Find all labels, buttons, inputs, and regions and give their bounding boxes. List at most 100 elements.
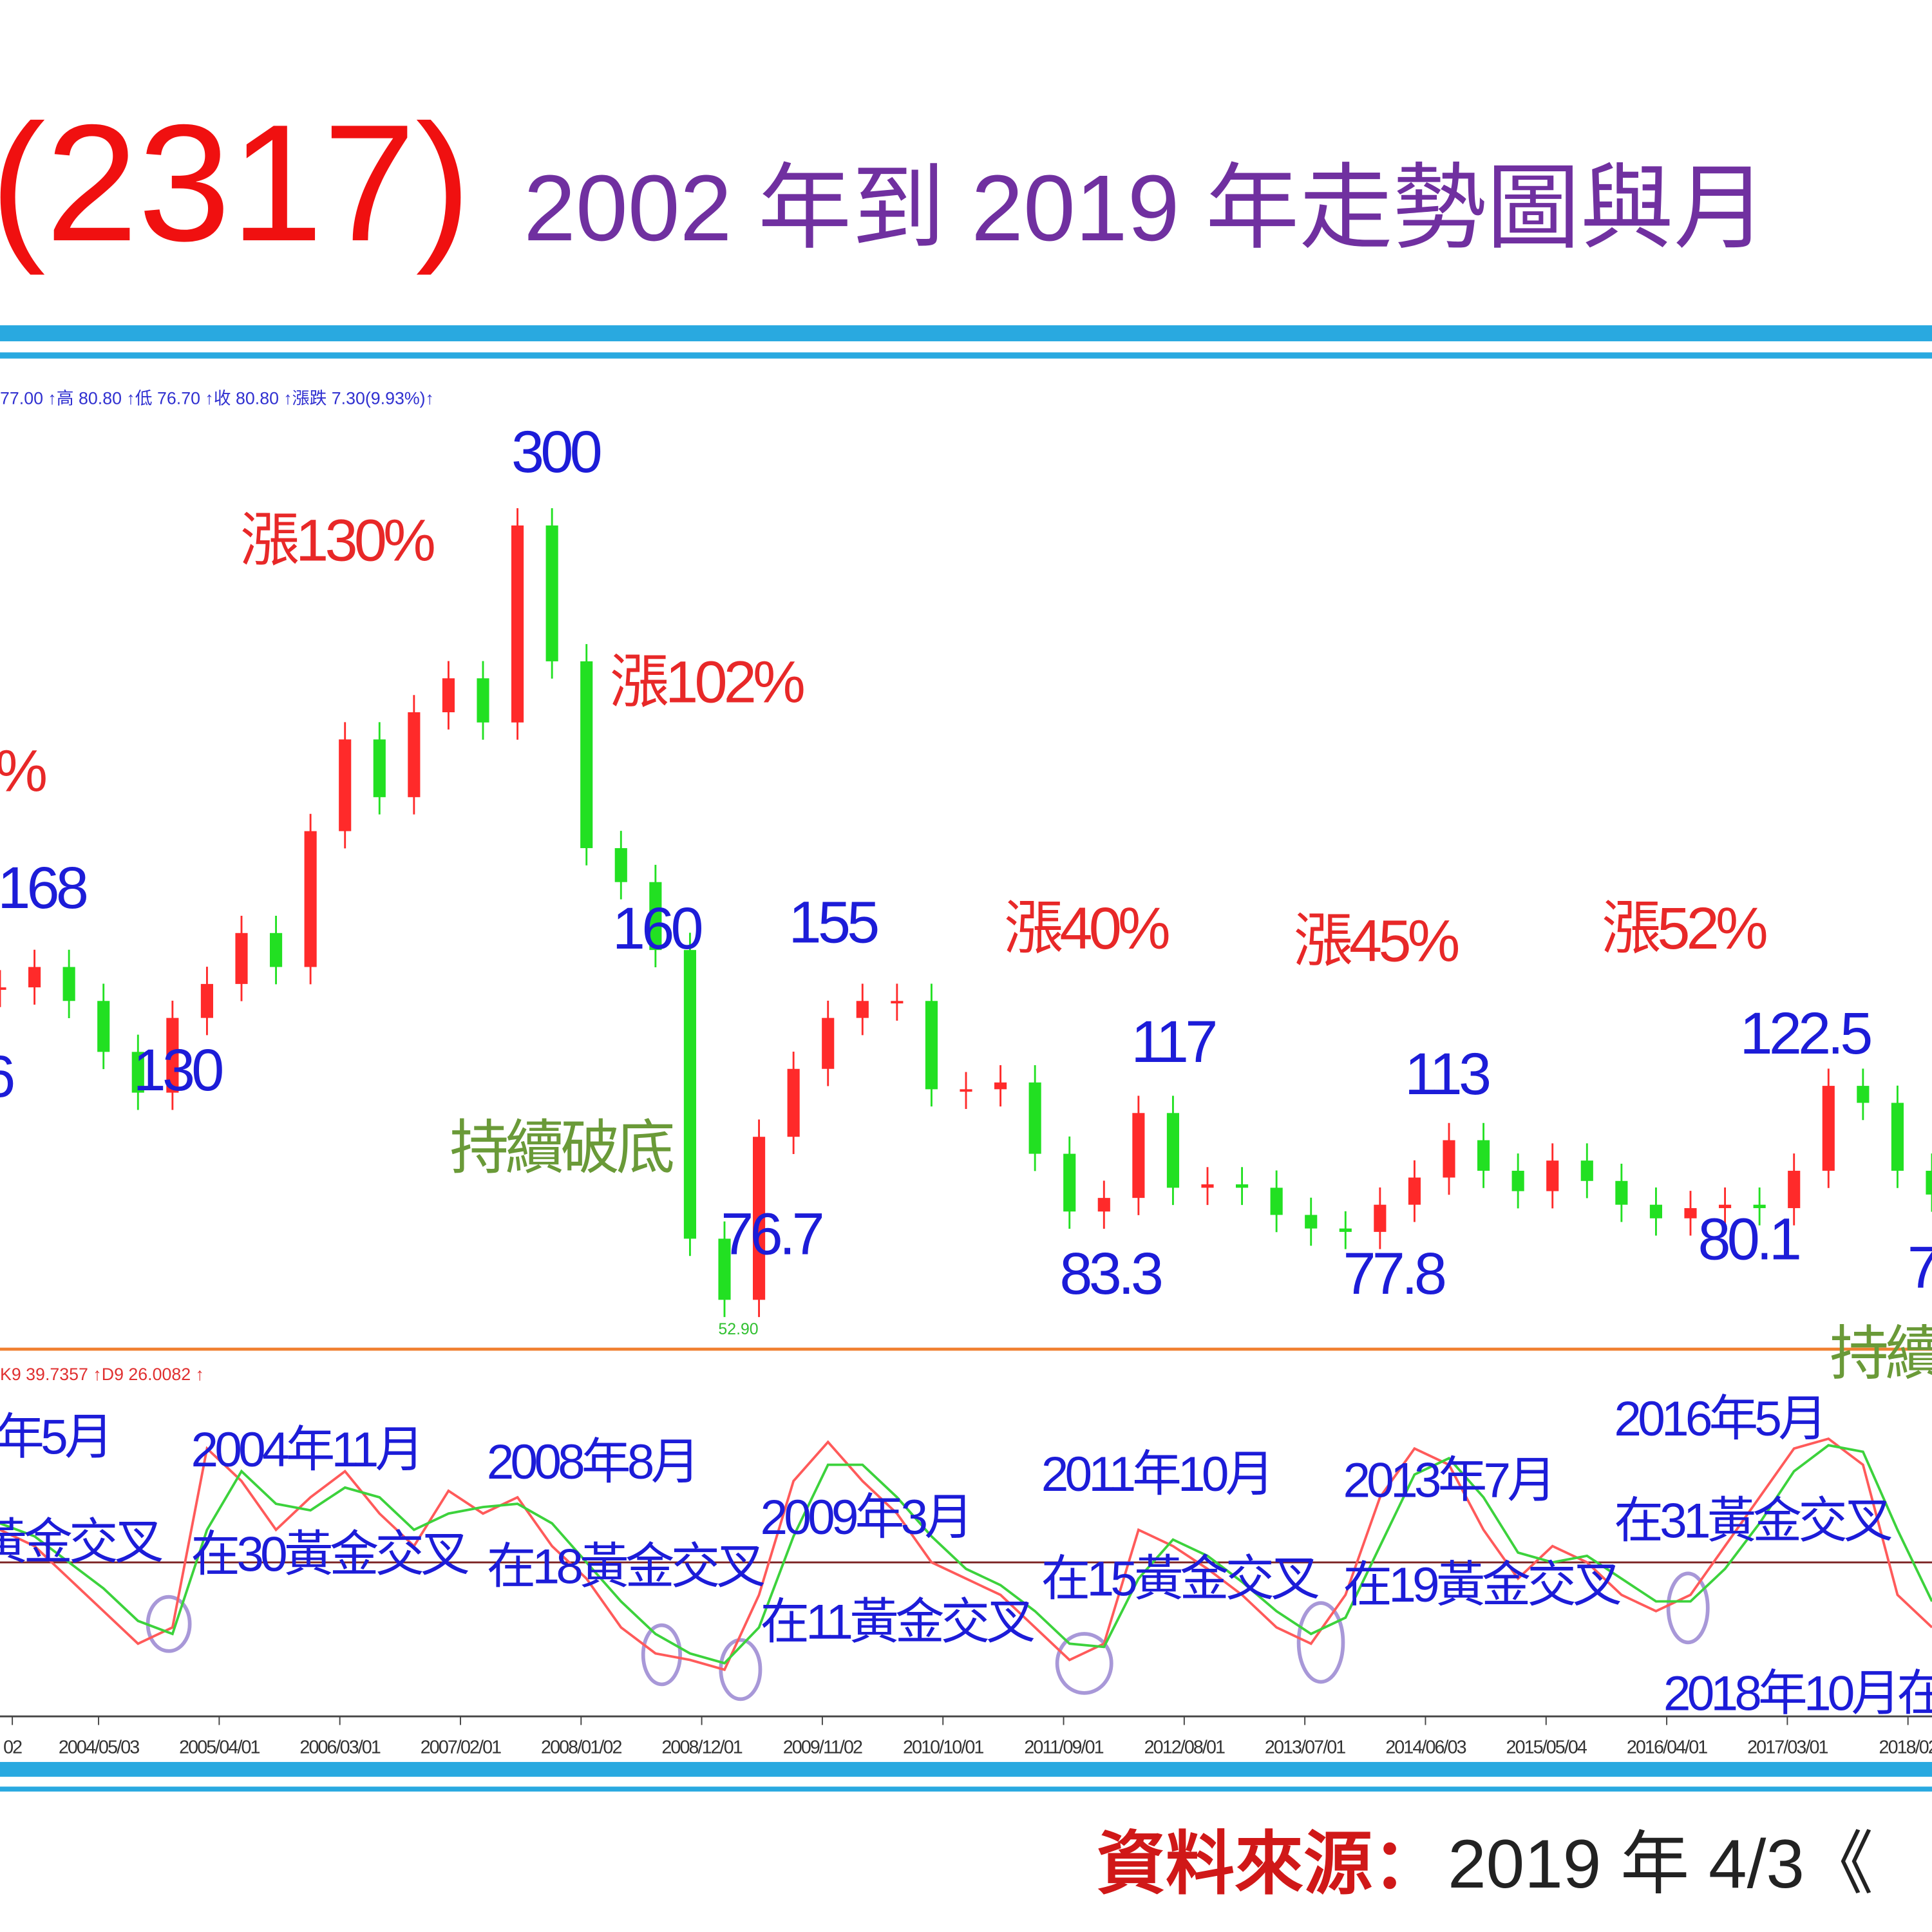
candle — [97, 1001, 110, 1052]
info-bar: 77.00 ↑高 80.80 ↑低 76.70 ↑收 80.80 ↑漲跌 7.3… — [0, 389, 434, 408]
annotation: 在19黃金交叉 — [1343, 1558, 1620, 1613]
x-tick-label: 2007/02/01 — [421, 1738, 501, 1758]
title-code: (2317) — [0, 90, 471, 277]
candle — [1166, 1113, 1179, 1188]
candle — [166, 1018, 179, 1093]
candle — [683, 950, 696, 1239]
circle — [146, 1595, 192, 1653]
candle — [235, 933, 248, 984]
top-bar-thin — [0, 352, 1932, 359]
candle — [1649, 1204, 1662, 1218]
candle — [28, 967, 41, 988]
annotation: 2011年10月 — [1041, 1447, 1271, 1502]
top-bar — [0, 325, 1932, 341]
annotation: 2004年11月 — [191, 1423, 421, 1477]
candle — [1443, 1140, 1455, 1178]
annotation: 160 — [612, 896, 702, 961]
x-tick-label: 2009/11/02 — [783, 1738, 862, 1758]
candle — [1788, 1170, 1801, 1208]
annotation: 在11黃金交叉 — [760, 1595, 1034, 1650]
candle — [1857, 1086, 1870, 1103]
candle — [1305, 1215, 1318, 1229]
annotation: 黃金交叉 — [0, 1515, 162, 1569]
kd-info: K9 39.7357 ↑D9 26.0082 ↑ — [0, 1365, 204, 1384]
candle — [1408, 1177, 1421, 1205]
title: 2002 年到 2019 年走勢圖與月 — [524, 155, 1767, 260]
candle — [1684, 1208, 1697, 1218]
candle — [1339, 1228, 1352, 1232]
candle — [1891, 1103, 1904, 1171]
candle — [1580, 1160, 1593, 1181]
annotation: 2009年3月 — [760, 1490, 970, 1545]
low-label: 52.90 — [718, 1320, 758, 1338]
annotation: 168 — [0, 855, 87, 921]
annotation: 漲130% — [240, 508, 434, 574]
x-tick-label: 2005/04/01 — [179, 1738, 260, 1758]
candle — [477, 678, 489, 723]
candle — [1270, 1188, 1283, 1215]
x-tick-label: 2006/03/01 — [299, 1738, 380, 1758]
kd-line — [0, 1444, 1932, 1665]
x-tick-label: 2014/06/03 — [1385, 1738, 1466, 1758]
candle — [1926, 1170, 1932, 1195]
x-tick-label: 2010/10/01 — [903, 1738, 983, 1758]
candle — [1477, 1140, 1490, 1171]
candle — [1546, 1160, 1559, 1191]
annotation: 83.3 — [1059, 1241, 1161, 1307]
candle — [0, 987, 6, 990]
candle — [891, 1001, 904, 1004]
annotation: 持續破底 — [450, 1115, 672, 1181]
x-tick-label: 2012/08/01 — [1144, 1738, 1225, 1758]
annotation: 2008年8月 — [487, 1435, 697, 1490]
annotation: % — [0, 738, 46, 804]
candle — [304, 831, 317, 967]
annotation: 漲45% — [1294, 908, 1459, 974]
annotation: 130 — [133, 1037, 223, 1103]
annotation: 在18黃金交叉 — [487, 1540, 764, 1595]
candle — [1511, 1170, 1524, 1191]
candle — [1132, 1113, 1145, 1198]
candle — [1615, 1180, 1628, 1205]
candle — [1719, 1204, 1732, 1208]
annotation: 113 — [1405, 1041, 1490, 1107]
candle — [545, 525, 558, 661]
annotation: 80.1 — [1698, 1206, 1799, 1272]
candle — [649, 882, 662, 951]
source-label: 資料來源： — [1097, 1825, 1442, 1902]
candle — [1201, 1184, 1214, 1188]
annotation: 2013年7月 — [1343, 1454, 1553, 1508]
annotation: 在30黃金交叉 — [191, 1527, 469, 1582]
candle — [925, 1001, 938, 1090]
candle — [753, 1137, 766, 1300]
candle — [960, 1089, 972, 1092]
x-tick-label: 2008/12/01 — [661, 1738, 742, 1758]
annotation: 在15黃金交叉 — [1041, 1552, 1319, 1607]
x-tick-label: 2011/09/01 — [1024, 1738, 1103, 1758]
annotation: 漲52% — [1602, 896, 1766, 961]
annotation: 2018年10月在17交 — [1663, 1667, 1932, 1721]
x-tick-label: 2004/05/03 — [59, 1738, 139, 1758]
candle — [408, 712, 421, 797]
circle — [641, 1623, 682, 1687]
candle — [1028, 1082, 1041, 1154]
annotation: 2016年5月 — [1614, 1392, 1824, 1446]
candle — [822, 1018, 835, 1069]
bottom-bar — [0, 1761, 1932, 1777]
annotation: 6 — [0, 1044, 14, 1110]
candle — [718, 1238, 731, 1300]
candle — [1063, 1153, 1076, 1212]
candle — [511, 525, 524, 723]
circle — [1296, 1601, 1345, 1684]
annotation: 在31黃金交叉 — [1614, 1494, 1891, 1549]
annotation: 持續 — [1830, 1321, 1932, 1387]
candle — [856, 1001, 869, 1018]
candle — [994, 1082, 1007, 1090]
annotation: 117 — [1131, 1009, 1215, 1075]
circle — [1055, 1632, 1113, 1695]
bottom-bar-thin — [0, 1786, 1932, 1792]
candle — [787, 1068, 800, 1137]
x-tick-label: 2015/05/04 — [1506, 1738, 1587, 1758]
annotation: 7 — [1908, 1235, 1932, 1300]
